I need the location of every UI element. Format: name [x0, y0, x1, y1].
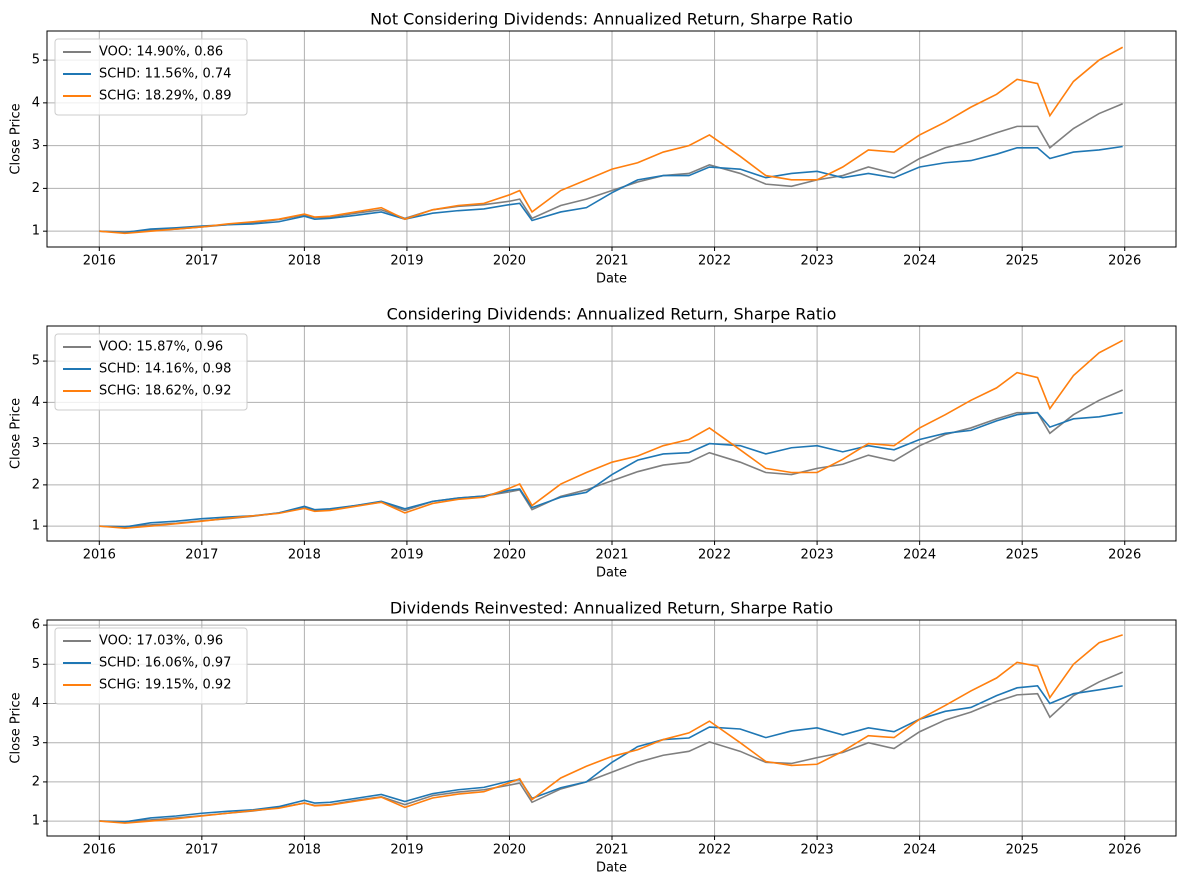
x-tick-label: 2016	[83, 254, 116, 269]
x-tick-label: 2022	[698, 843, 731, 858]
legend-label: VOO: 17.03%, 0.96	[99, 634, 223, 649]
y-tick-label: 2	[32, 181, 40, 196]
legend: VOO: 17.03%, 0.96 SCHD: 16.06%, 0.97 SCHG:…	[54, 627, 248, 705]
y-axis-label: Close Price	[9, 103, 24, 174]
y-tick-label: 6	[32, 618, 40, 633]
x-tick-label: 2020	[493, 843, 526, 858]
y-axis-label: Close Price	[9, 398, 24, 469]
chart-title: Not Considering Dividends: Annualized Re…	[370, 10, 853, 29]
legend-box	[54, 38, 248, 116]
x-tick-label: 2017	[185, 843, 218, 858]
legend-label: SCHD: 11.56%, 0.74	[99, 67, 231, 82]
plot-lines	[99, 339, 1124, 530]
y-tick-label: 5	[32, 657, 40, 672]
y-tick-label: 3	[32, 436, 40, 451]
y-tick-label: 1	[32, 519, 40, 534]
legend-box	[54, 333, 248, 411]
x-tick-label: 2022	[698, 548, 731, 563]
x-tick-label: 2023	[801, 548, 834, 563]
y-tick-label: 3	[32, 138, 40, 153]
series-line	[99, 145, 1123, 234]
x-tick-label: 2021	[595, 843, 628, 858]
x-tick-label: 2022	[698, 254, 731, 269]
y-tick-label: 4	[32, 95, 40, 110]
x-tick-label: 2019	[390, 548, 423, 563]
x-tick-label: 2020	[493, 548, 526, 563]
x-tick-label: 2025	[1006, 548, 1039, 563]
x-tick-label: 2016	[83, 843, 116, 858]
x-tick-label: 2016	[83, 548, 116, 563]
x-tick-label: 2017	[185, 548, 218, 563]
legend-label: SCHG: 18.29%, 0.89	[99, 89, 231, 104]
y-axis-label: Close Price	[9, 692, 24, 763]
y-tick-label: 1	[32, 814, 40, 829]
legend: VOO: 15.87%, 0.96 SCHD: 14.16%, 0.98 SCHG:…	[54, 333, 248, 411]
x-tick-label: 2025	[1006, 843, 1039, 858]
legend-box	[54, 627, 248, 705]
x-tick-label: 2026	[1108, 254, 1141, 269]
y-tick-label: 2	[32, 774, 40, 789]
x-tick-label: 2018	[288, 548, 321, 563]
subplot: 2016 2017 2018 2019 2020 2021 2022 2023 2024 2025…	[9, 305, 1177, 581]
x-axis-label: Date	[596, 566, 627, 581]
x-tick-label: 2026	[1108, 548, 1141, 563]
y-tick-label: 4	[32, 395, 40, 410]
subplot: 2016 2017 2018 2019 2020 2021 2022 2023 2024 2025…	[9, 10, 1177, 287]
legend-label: SCHD: 14.16%, 0.98	[99, 362, 231, 377]
legend-label: SCHD: 16.06%, 0.97	[99, 656, 231, 671]
y-tick-label: 2	[32, 477, 40, 492]
subplot: 2016 2017 2018 2019 2020 2021 2022 2023 2024 2025…	[9, 599, 1177, 876]
x-tick-label: 2018	[288, 843, 321, 858]
x-tick-label: 2021	[595, 254, 628, 269]
x-tick-label: 2021	[595, 548, 628, 563]
legend-label: SCHG: 18.62%, 0.92	[99, 384, 231, 399]
x-axis-label: Date	[596, 861, 627, 876]
x-tick-label: 2019	[390, 843, 423, 858]
x-tick-label: 2020	[493, 254, 526, 269]
axes-frame	[46, 30, 1177, 248]
x-tick-label: 2019	[390, 254, 423, 269]
x-axis-label: Date	[596, 272, 627, 287]
y-tick-label: 1	[32, 224, 40, 239]
axes-frame	[46, 619, 1177, 837]
y-tick-label: 3	[32, 735, 40, 750]
x-tick-label: 2024	[903, 548, 936, 563]
x-tick-label: 2018	[288, 254, 321, 269]
chart-title: Dividends Reinvested: Annualized Return,…	[390, 599, 833, 618]
y-tick-label: 5	[32, 53, 40, 68]
y-tick-label: 4	[32, 696, 40, 711]
plot-lines	[99, 46, 1124, 235]
plot-lines	[99, 634, 1123, 824]
x-tick-label: 2023	[801, 254, 834, 269]
legend-label: VOO: 15.87%, 0.96	[99, 340, 223, 355]
series-line	[99, 339, 1124, 530]
series-line	[99, 685, 1123, 823]
x-tick-label: 2025	[1006, 254, 1039, 269]
chart-title: Considering Dividends: Annualized Return…	[387, 305, 837, 324]
series-line	[99, 46, 1124, 235]
x-tick-label: 2024	[903, 843, 936, 858]
legend-label: VOO: 14.90%, 0.86	[99, 45, 223, 60]
legend: VOO: 14.90%, 0.86 SCHD: 11.56%, 0.74 SCHG:…	[54, 38, 248, 116]
x-tick-label: 2023	[801, 843, 834, 858]
x-tick-label: 2024	[903, 254, 936, 269]
x-tick-label: 2017	[185, 254, 218, 269]
y-tick-label: 5	[32, 354, 40, 369]
x-tick-label: 2026	[1108, 843, 1141, 858]
legend-label: SCHG: 19.15%, 0.92	[99, 678, 231, 693]
series-line	[99, 634, 1123, 824]
axes-frame	[46, 325, 1177, 542]
